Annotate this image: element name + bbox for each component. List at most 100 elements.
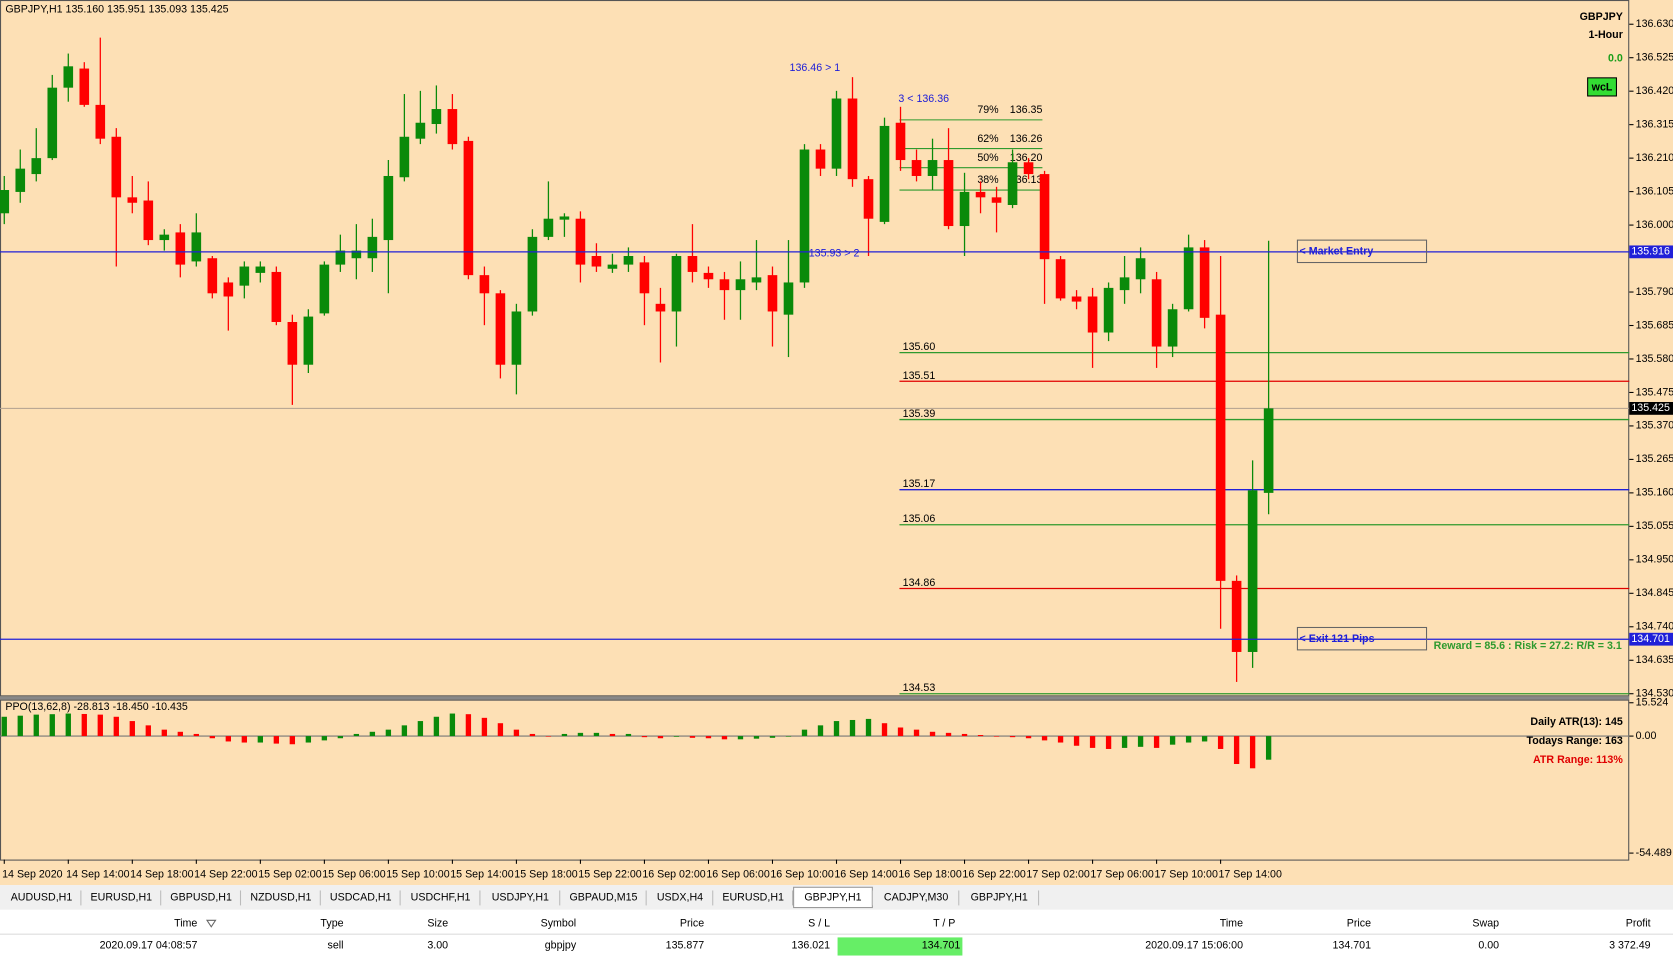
tab[interactable]: USDCAD,H1 — [330, 892, 392, 904]
candle-body — [847, 98, 858, 180]
table-cell[interactable]: 3 372.49 — [1609, 940, 1651, 952]
candle-body — [159, 234, 170, 241]
ppo-bar — [801, 729, 808, 737]
candle-body — [751, 277, 762, 283]
fib-price: 136.35 — [1010, 104, 1043, 116]
ppo-bar — [1089, 736, 1096, 748]
time-label: 16 Sep 22:00 — [962, 868, 1025, 880]
candle-body — [175, 232, 186, 265]
tab[interactable]: AUDUSD,H1 — [11, 892, 73, 904]
table-cell[interactable]: gbpjpy — [545, 940, 577, 952]
table-cell[interactable]: 3.00 — [427, 940, 448, 952]
indicator-tick-label: -54.489 — [1636, 847, 1672, 859]
tab-bg[interactable] — [401, 887, 480, 908]
tab[interactable]: USDX,H4 — [657, 892, 703, 904]
price-tick-label: 136.525 — [1636, 52, 1673, 64]
table-cell[interactable]: 134.701 — [922, 940, 961, 952]
candle-body — [831, 98, 842, 169]
column-header[interactable]: Price — [680, 917, 704, 929]
price-tick-label: 134.635 — [1636, 654, 1673, 666]
candle-body — [623, 256, 634, 265]
candle-body — [767, 275, 778, 312]
ppo-bar — [609, 733, 616, 737]
ppo-bar — [961, 733, 968, 737]
ppo-bar — [353, 733, 360, 737]
candle-body — [591, 256, 602, 267]
column-header[interactable]: Price — [1347, 917, 1371, 929]
column-header[interactable]: S / L — [808, 917, 830, 929]
tab-bg[interactable] — [2, 887, 81, 908]
price-tick-label: 135.580 — [1636, 353, 1673, 365]
candle-body — [1135, 258, 1146, 280]
price-tick-label: 136.420 — [1636, 85, 1673, 97]
time-label: 16 Sep 02:00 — [642, 868, 705, 880]
candle-body — [1055, 259, 1066, 299]
ppo-bar — [481, 717, 488, 737]
tab[interactable]: CADJPY,M30 — [884, 892, 948, 904]
ppo-bar — [785, 736, 792, 737]
tab[interactable]: USDCHF,H1 — [411, 892, 471, 904]
ppo-bar — [337, 736, 344, 739]
candle-body — [15, 168, 26, 192]
column-header[interactable]: T / P — [933, 917, 955, 929]
ppo-bar — [225, 736, 231, 742]
candle-body — [927, 160, 938, 176]
tab-bg[interactable] — [873, 887, 959, 908]
tab[interactable]: EURUSD,H1 — [722, 892, 784, 904]
candle-body — [719, 279, 730, 291]
tab-bg[interactable] — [560, 887, 647, 908]
candle-body — [303, 316, 314, 365]
tab[interactable]: GBPUSD,H1 — [170, 892, 232, 904]
tab[interactable]: GBPJPY,H1 — [971, 892, 1028, 904]
ppo-bar — [737, 736, 744, 740]
ppo-bar — [705, 736, 712, 739]
ppo-bar — [977, 735, 984, 737]
candle-body — [559, 216, 570, 220]
tab-bg[interactable] — [161, 887, 241, 908]
tab-bg[interactable] — [959, 887, 1039, 908]
market-entry-price-tag — [1629, 245, 1673, 259]
ppo-bar — [321, 736, 328, 741]
candle-body — [319, 264, 330, 314]
tab[interactable]: GBPAUD,M15 — [570, 892, 638, 904]
time-label: 14 Sep 2020 — [2, 868, 63, 880]
ppo-bar — [385, 729, 392, 737]
ppo-bar — [369, 731, 376, 737]
time-label: 14 Sep 14:00 — [66, 868, 129, 880]
tab[interactable]: GBPJPY,H1 — [804, 892, 861, 904]
timeframe: 1-Hour — [1589, 29, 1623, 41]
table-cell[interactable]: 0.00 — [1478, 940, 1499, 952]
column-header[interactable]: Profit — [1626, 917, 1651, 929]
column-header[interactable]: Time — [1220, 917, 1243, 929]
tab[interactable]: EURUSD,H1 — [91, 892, 153, 904]
price-tick-label: 135.055 — [1636, 520, 1673, 532]
tab[interactable]: USDJPY,H1 — [492, 892, 549, 904]
column-header[interactable]: Symbol — [541, 917, 577, 929]
column-header[interactable]: Swap — [1472, 917, 1499, 929]
tab-bg[interactable] — [241, 887, 321, 908]
table-cell[interactable]: sell — [328, 940, 344, 952]
price-tick-label: 135.160 — [1636, 487, 1673, 499]
column-header[interactable]: Type — [320, 917, 343, 929]
table-cell[interactable]: 2020.09.17 15:06:00 — [1145, 940, 1243, 952]
table-cell[interactable]: 135.877 — [666, 940, 705, 952]
column-header[interactable]: Size — [427, 917, 448, 929]
column-header[interactable]: Time — [174, 917, 197, 929]
tab-bg[interactable] — [81, 887, 161, 908]
table-cell[interactable]: 134.701 — [1333, 940, 1372, 952]
tab-bg[interactable] — [713, 887, 793, 908]
fib-percent: 50% — [977, 152, 999, 164]
fib-percent: 62% — [977, 133, 999, 145]
candle-body — [415, 122, 426, 139]
annotation: 135.93 > 2 — [809, 248, 860, 260]
tab-bg[interactable] — [647, 887, 713, 908]
fib-price: 136.26 — [1010, 133, 1043, 145]
table-cell[interactable]: 136.021 — [792, 940, 831, 952]
tab[interactable]: NZDUSD,H1 — [250, 892, 311, 904]
candle-body — [239, 266, 250, 286]
tab-bg[interactable] — [321, 887, 401, 908]
table-cell[interactable]: 2020.09.17 04:08:57 — [100, 940, 198, 952]
level-label: 134.86 — [903, 577, 936, 589]
tab-bg[interactable] — [480, 887, 560, 908]
ppo-bar — [81, 713, 87, 737]
